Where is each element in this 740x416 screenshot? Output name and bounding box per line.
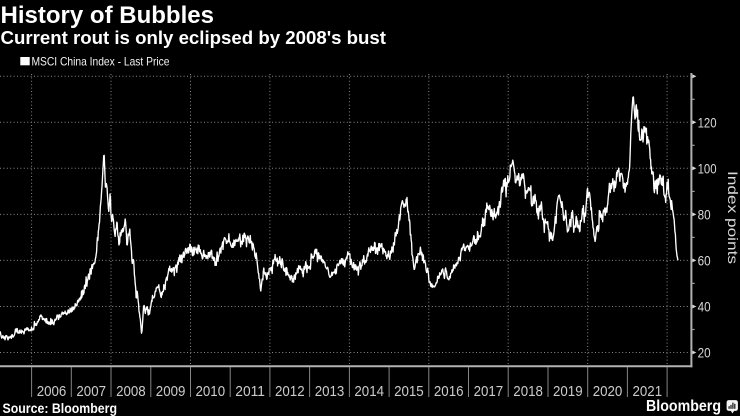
svg-text:MSCI China Index - Last Price: MSCI China Index - Last Price (32, 55, 170, 69)
svg-text:2017: 2017 (474, 383, 504, 400)
svg-text:2019: 2019 (553, 383, 583, 400)
svg-text:2021: 2021 (633, 383, 663, 400)
svg-text:Bloomberg: Bloomberg (646, 398, 721, 415)
svg-text:2015: 2015 (394, 383, 424, 400)
svg-text:60: 60 (698, 252, 711, 268)
svg-text:History of Bubbles: History of Bubbles (1, 2, 215, 29)
svg-text:Source: Bloomberg: Source: Bloomberg (3, 401, 118, 416)
svg-text:2009: 2009 (156, 383, 186, 400)
svg-text:2012: 2012 (275, 383, 305, 400)
svg-text:Current rout is only eclipsed: Current rout is only eclipsed by 2008's … (1, 28, 387, 48)
svg-text:2016: 2016 (434, 383, 464, 400)
svg-text:80: 80 (698, 206, 711, 222)
svg-text:2007: 2007 (76, 383, 106, 400)
svg-text:2018: 2018 (513, 383, 543, 400)
svg-text:2014: 2014 (354, 383, 384, 400)
svg-text:2010: 2010 (196, 383, 226, 400)
svg-text:2020: 2020 (593, 383, 623, 400)
svg-text:2011: 2011 (235, 383, 265, 400)
svg-text:2013: 2013 (315, 383, 345, 400)
svg-text:120: 120 (698, 114, 717, 130)
svg-text:Index points: Index points (725, 171, 740, 264)
svg-text:20: 20 (698, 345, 711, 361)
svg-text:2006: 2006 (37, 383, 67, 400)
svg-text:2008: 2008 (116, 383, 146, 400)
svg-text:100: 100 (698, 160, 717, 176)
svg-text:40: 40 (698, 299, 711, 315)
